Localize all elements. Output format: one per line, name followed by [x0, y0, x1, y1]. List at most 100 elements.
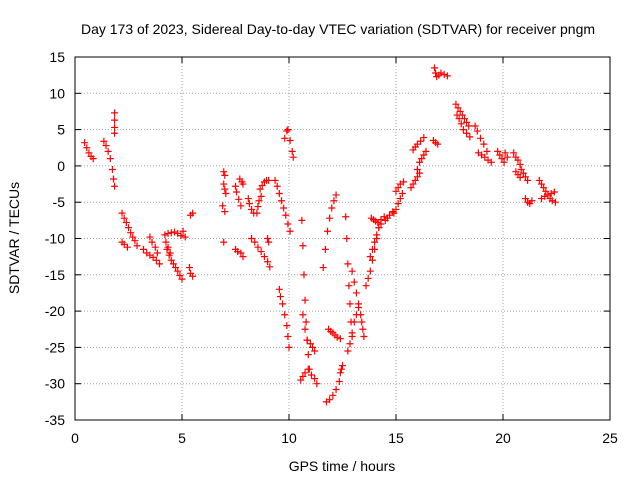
y-tick-label: -20 — [45, 303, 65, 319]
data-point — [416, 158, 424, 166]
series-arc32 — [306, 340, 319, 355]
data-point — [519, 169, 527, 177]
data-point — [307, 371, 315, 379]
series-arc10 — [162, 238, 174, 257]
series-arc03 — [111, 109, 119, 137]
data-point — [275, 189, 283, 197]
data-point — [409, 180, 417, 188]
data-point — [278, 197, 286, 205]
data-point — [321, 245, 329, 253]
data-point — [148, 238, 156, 246]
data-point — [83, 144, 91, 152]
series-arc05 — [118, 238, 131, 251]
series-arc31 — [299, 311, 311, 344]
data-point — [390, 209, 398, 217]
data-point — [309, 343, 317, 351]
data-point — [299, 372, 307, 380]
data-point — [413, 173, 421, 181]
series-arc39 — [348, 267, 365, 319]
data-point — [352, 289, 360, 297]
data-point — [89, 155, 97, 163]
data-point — [275, 285, 283, 293]
data-point — [394, 200, 402, 208]
series-arc48 — [409, 134, 428, 154]
data-point — [330, 197, 338, 205]
data-point — [120, 214, 128, 222]
data-point — [514, 156, 522, 164]
data-point — [156, 260, 164, 268]
data-point — [501, 149, 509, 157]
data-point — [284, 126, 292, 134]
series-arc50 — [429, 136, 442, 148]
series-arc34 — [325, 325, 344, 343]
data-point — [480, 140, 488, 148]
data-point — [283, 127, 291, 135]
series-arc30 — [297, 365, 321, 388]
data-point — [289, 153, 297, 161]
data-point — [411, 176, 419, 184]
x-axis-label: GPS time / hours — [289, 458, 396, 474]
data-point — [254, 203, 262, 211]
series-arc04 — [118, 209, 141, 250]
series-arc45 — [390, 189, 406, 217]
data-point — [239, 253, 247, 261]
series-arc54 — [471, 122, 491, 155]
data-point — [129, 233, 137, 241]
y-tick-label: -30 — [45, 376, 65, 392]
data-point — [167, 256, 175, 264]
data-point — [487, 158, 495, 166]
data-point — [174, 267, 182, 275]
data-point — [328, 204, 336, 212]
data-point — [339, 362, 346, 370]
data-point — [301, 325, 309, 333]
data-point — [301, 369, 309, 377]
data-point — [221, 171, 229, 179]
data-point — [538, 180, 546, 188]
data-point — [463, 129, 471, 137]
series-arc53 — [453, 111, 474, 141]
data-point — [375, 224, 383, 232]
series-arc40 — [358, 318, 368, 341]
data-point — [394, 184, 402, 192]
x-tick-label: 25 — [602, 430, 618, 446]
x-tick-label: 15 — [388, 430, 404, 446]
series-arc24 — [248, 235, 274, 271]
data-point — [510, 149, 518, 157]
series-arc08 — [161, 228, 185, 240]
data-point — [551, 198, 559, 206]
series-arc16 — [219, 202, 229, 216]
data-point — [459, 126, 467, 134]
y-tick-label: 0 — [57, 158, 65, 174]
data-point — [440, 70, 448, 78]
data-point — [237, 202, 245, 210]
data-point — [276, 293, 284, 301]
series-arc28 — [281, 126, 297, 161]
series-arc42 — [366, 220, 385, 261]
y-tick-label: 15 — [49, 49, 65, 65]
data-point — [420, 134, 428, 142]
chart-title: Day 173 of 2023, Sidereal Day-to-day VTE… — [81, 21, 595, 37]
data-point — [364, 274, 372, 282]
series-arc61 — [521, 195, 536, 208]
data-point — [343, 235, 351, 242]
data-point — [189, 209, 197, 217]
data-point — [176, 272, 184, 280]
data-point — [166, 249, 174, 257]
axis-ticks — [74, 56, 611, 421]
data-point — [550, 188, 558, 196]
series-arc56 — [494, 147, 508, 166]
data-point — [271, 176, 279, 184]
data-point — [463, 118, 471, 126]
data-point — [503, 153, 511, 161]
data-point — [521, 173, 529, 181]
data-point — [257, 192, 265, 200]
data-point — [257, 248, 265, 256]
data-point — [399, 178, 407, 186]
series-arc63 — [538, 188, 558, 203]
data-point — [239, 180, 247, 188]
y-tick-label: -5 — [53, 194, 66, 210]
data-point — [443, 72, 451, 80]
series-arc18 — [232, 182, 245, 210]
data-point — [81, 139, 89, 147]
data-point — [131, 237, 139, 245]
